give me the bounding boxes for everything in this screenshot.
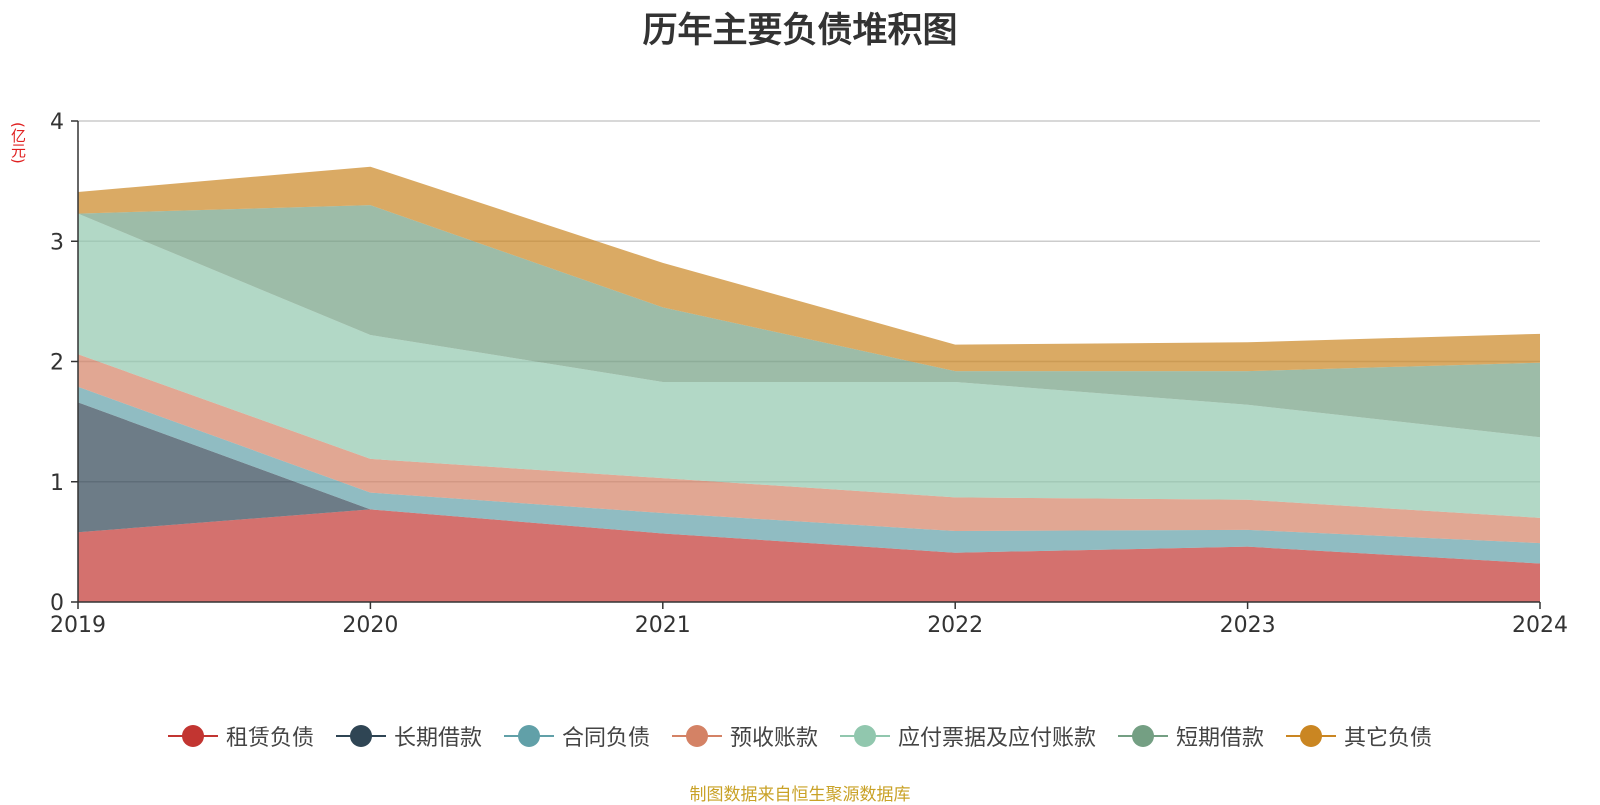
area-series <box>78 213 1540 518</box>
x-tick-label: 2022 <box>927 613 983 638</box>
legend-label: 合同负债 <box>561 726 650 751</box>
legend-marker-icon <box>1286 725 1337 747</box>
legend-item[interactable]: 长期借款 <box>335 720 482 752</box>
legend-item[interactable]: 预收账款 <box>671 720 818 752</box>
legend-marker-icon <box>671 725 722 747</box>
data-source-note: 制图数据来自恒生聚源数据库 <box>689 785 911 805</box>
y-tick-label: 3 <box>50 230 64 255</box>
legend-marker-icon <box>503 725 554 747</box>
legend-item[interactable]: 其它负债 <box>1286 720 1432 752</box>
x-tick-label: 2024 <box>1512 613 1568 638</box>
legend-marker-icon <box>335 725 386 747</box>
y-tick-label: 4 <box>50 110 64 135</box>
legend-label: 短期借款 <box>1176 726 1265 751</box>
area-series <box>78 509 1540 602</box>
legend-label: 预收账款 <box>729 726 818 751</box>
legend-label: 长期借款 <box>393 726 482 751</box>
legend-label: 其它负债 <box>1344 726 1433 751</box>
y-tick-label: 1 <box>50 471 64 496</box>
legend-marker-icon <box>840 725 890 747</box>
chart-title: 历年主要负债堆积图 <box>642 11 958 51</box>
area-series <box>78 205 1540 438</box>
x-tick-label: 2023 <box>1220 613 1276 638</box>
legend-item[interactable]: 租赁负债 <box>167 720 314 752</box>
y-tick-label: 0 <box>50 591 64 616</box>
area-series <box>78 166 1540 372</box>
y-tick-label: 2 <box>50 351 64 376</box>
legend-item[interactable]: 应付票据及应付账款 <box>840 720 1096 752</box>
area-series <box>78 386 1540 564</box>
legend-label: 应付票据及应付账款 <box>898 726 1097 751</box>
x-tick-label: 2021 <box>635 613 691 638</box>
area-series <box>78 354 1540 544</box>
y-axis-unit-label: (亿元) <box>9 122 27 164</box>
legend-item[interactable]: 短期借款 <box>1118 720 1264 752</box>
chart-legend: 租赁负债 长期借款 合同负债 预收账款 应付票据及应付账款 短期借款 其它负债 <box>0 720 1600 752</box>
legend-item[interactable]: 合同负债 <box>503 720 650 752</box>
legend-label: 租赁负债 <box>225 726 314 751</box>
legend-marker-icon <box>1118 725 1169 747</box>
x-tick-label: 2020 <box>342 613 398 638</box>
legend-marker-icon <box>167 725 218 747</box>
x-tick-label: 2019 <box>50 613 106 638</box>
stacked-area-chart: 0 1 2 3 4 2019 2020 2021 2022 2023 2024 <box>50 110 1568 638</box>
